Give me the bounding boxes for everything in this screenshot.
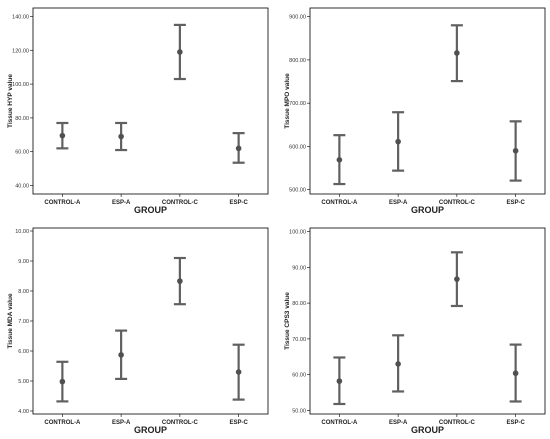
- x-category-label: CONTROL-A: [44, 420, 81, 426]
- y-tick-label: 120.00: [12, 48, 29, 54]
- mean-marker: [118, 133, 124, 140]
- mean-marker: [59, 378, 66, 385]
- y-tick-label: 80.00: [292, 301, 306, 307]
- x-category-label: CONTROL-A: [44, 200, 81, 206]
- chart-cps3-svg: Tissue CPS3 value GROUP 50.00 60.00 70.00 8…: [284, 227, 546, 435]
- chart-cps3: Tissue CPS3 value GROUP 50.00 60.00 70.00 8…: [275, 220, 550, 439]
- mean-marker: [336, 378, 343, 384]
- plot-area-frame: [309, 227, 546, 415]
- x-category-label: CONTROL-C: [439, 420, 476, 426]
- mean-marker: [395, 138, 401, 145]
- chart-mda: Tissue MDA value GROUP 4.00 5.00 6.00 7.00 8…: [0, 220, 275, 439]
- x-category-label: CONTROL-A: [321, 420, 358, 426]
- x-category-label: ESP-A: [112, 420, 131, 426]
- chart-hyp-svg: Tissue HYP value GROUP 40.00 60.00 80.00 10…: [7, 7, 269, 215]
- x-axis-title: GROUP: [134, 205, 167, 215]
- y-tick-label: 100.00: [289, 230, 306, 236]
- y-tick-label: 8.00: [18, 289, 29, 295]
- mean-marker: [395, 361, 401, 367]
- y-tick-label: 70.00: [292, 337, 306, 343]
- y-tick-label: 90.00: [292, 265, 306, 271]
- y-tick-label: 40.00: [15, 184, 29, 190]
- x-axis-title: GROUP: [411, 205, 444, 215]
- y-tick-label: 140.00: [12, 14, 29, 20]
- mean-marker: [454, 50, 460, 56]
- chart-mpo: Tissue MPO value GROUP 500.00 600.00 700.0…: [275, 0, 550, 219]
- x-category-label: ESP-C: [229, 200, 248, 206]
- chart-mpo-svg: Tissue MPO value GROUP 500.00 600.00 700.0…: [284, 7, 546, 215]
- x-category-label: ESP-A: [389, 200, 408, 206]
- x-category-label: CONTROL-A: [321, 200, 358, 206]
- mean-marker: [336, 157, 343, 163]
- y-tick-label: 700.00: [289, 101, 306, 107]
- y-axis-title: Tissue MDA value: [7, 293, 14, 349]
- y-tick-label: 7.00: [18, 319, 29, 325]
- y-axis-title: Tissue HYP value: [7, 74, 14, 128]
- mean-marker: [512, 370, 519, 377]
- y-tick-label: 9.00: [18, 259, 29, 265]
- mean-marker: [235, 145, 242, 152]
- y-tick-label: 4.00: [18, 409, 29, 415]
- y-tick-label: 900.00: [289, 15, 306, 21]
- y-tick-label: 500.00: [289, 188, 306, 194]
- mean-marker: [118, 352, 124, 358]
- x-category-label: ESP-A: [112, 200, 131, 206]
- y-axis-title: Tissue CPS3 value: [284, 292, 291, 350]
- mean-marker: [177, 278, 183, 284]
- mean-marker: [59, 132, 66, 139]
- plot-area-frame: [32, 7, 269, 195]
- mean-marker: [454, 276, 460, 282]
- mean-marker: [512, 147, 519, 154]
- plot-area-frame: [309, 7, 546, 195]
- chart-hyp: Tissue HYP value GROUP 40.00 60.00 80.00 10…: [0, 0, 275, 219]
- mean-marker: [177, 49, 183, 55]
- y-tick-label: 800.00: [289, 58, 306, 64]
- chart-mda-svg: Tissue MDA value GROUP 4.00 5.00 6.00 7.00 8…: [7, 227, 269, 435]
- y-axis-title: Tissue MPO value: [284, 73, 291, 129]
- y-tick-label: 5.00: [18, 379, 29, 385]
- y-tick-label: 6.00: [18, 349, 29, 355]
- mean-marker: [235, 369, 242, 375]
- x-category-label: CONTROL-C: [439, 200, 476, 206]
- x-category-label: ESP-A: [389, 420, 408, 426]
- y-tick-label: 10.00: [15, 229, 29, 235]
- y-tick-label: 60.00: [292, 373, 306, 379]
- y-tick-label: 100.00: [12, 82, 29, 88]
- x-category-label: CONTROL-C: [162, 200, 199, 206]
- y-tick-label: 80.00: [15, 116, 29, 122]
- x-category-label: CONTROL-C: [162, 420, 199, 426]
- x-category-label: ESP-C: [229, 420, 248, 426]
- plot-area-frame: [32, 227, 269, 415]
- y-tick-label: 50.00: [292, 408, 306, 414]
- x-category-label: ESP-C: [506, 420, 525, 426]
- x-axis-title: GROUP: [411, 425, 444, 435]
- x-axis-title: GROUP: [134, 425, 167, 435]
- y-tick-label: 600.00: [289, 144, 306, 150]
- y-tick-label: 60.00: [15, 150, 29, 156]
- x-category-label: ESP-C: [506, 200, 525, 206]
